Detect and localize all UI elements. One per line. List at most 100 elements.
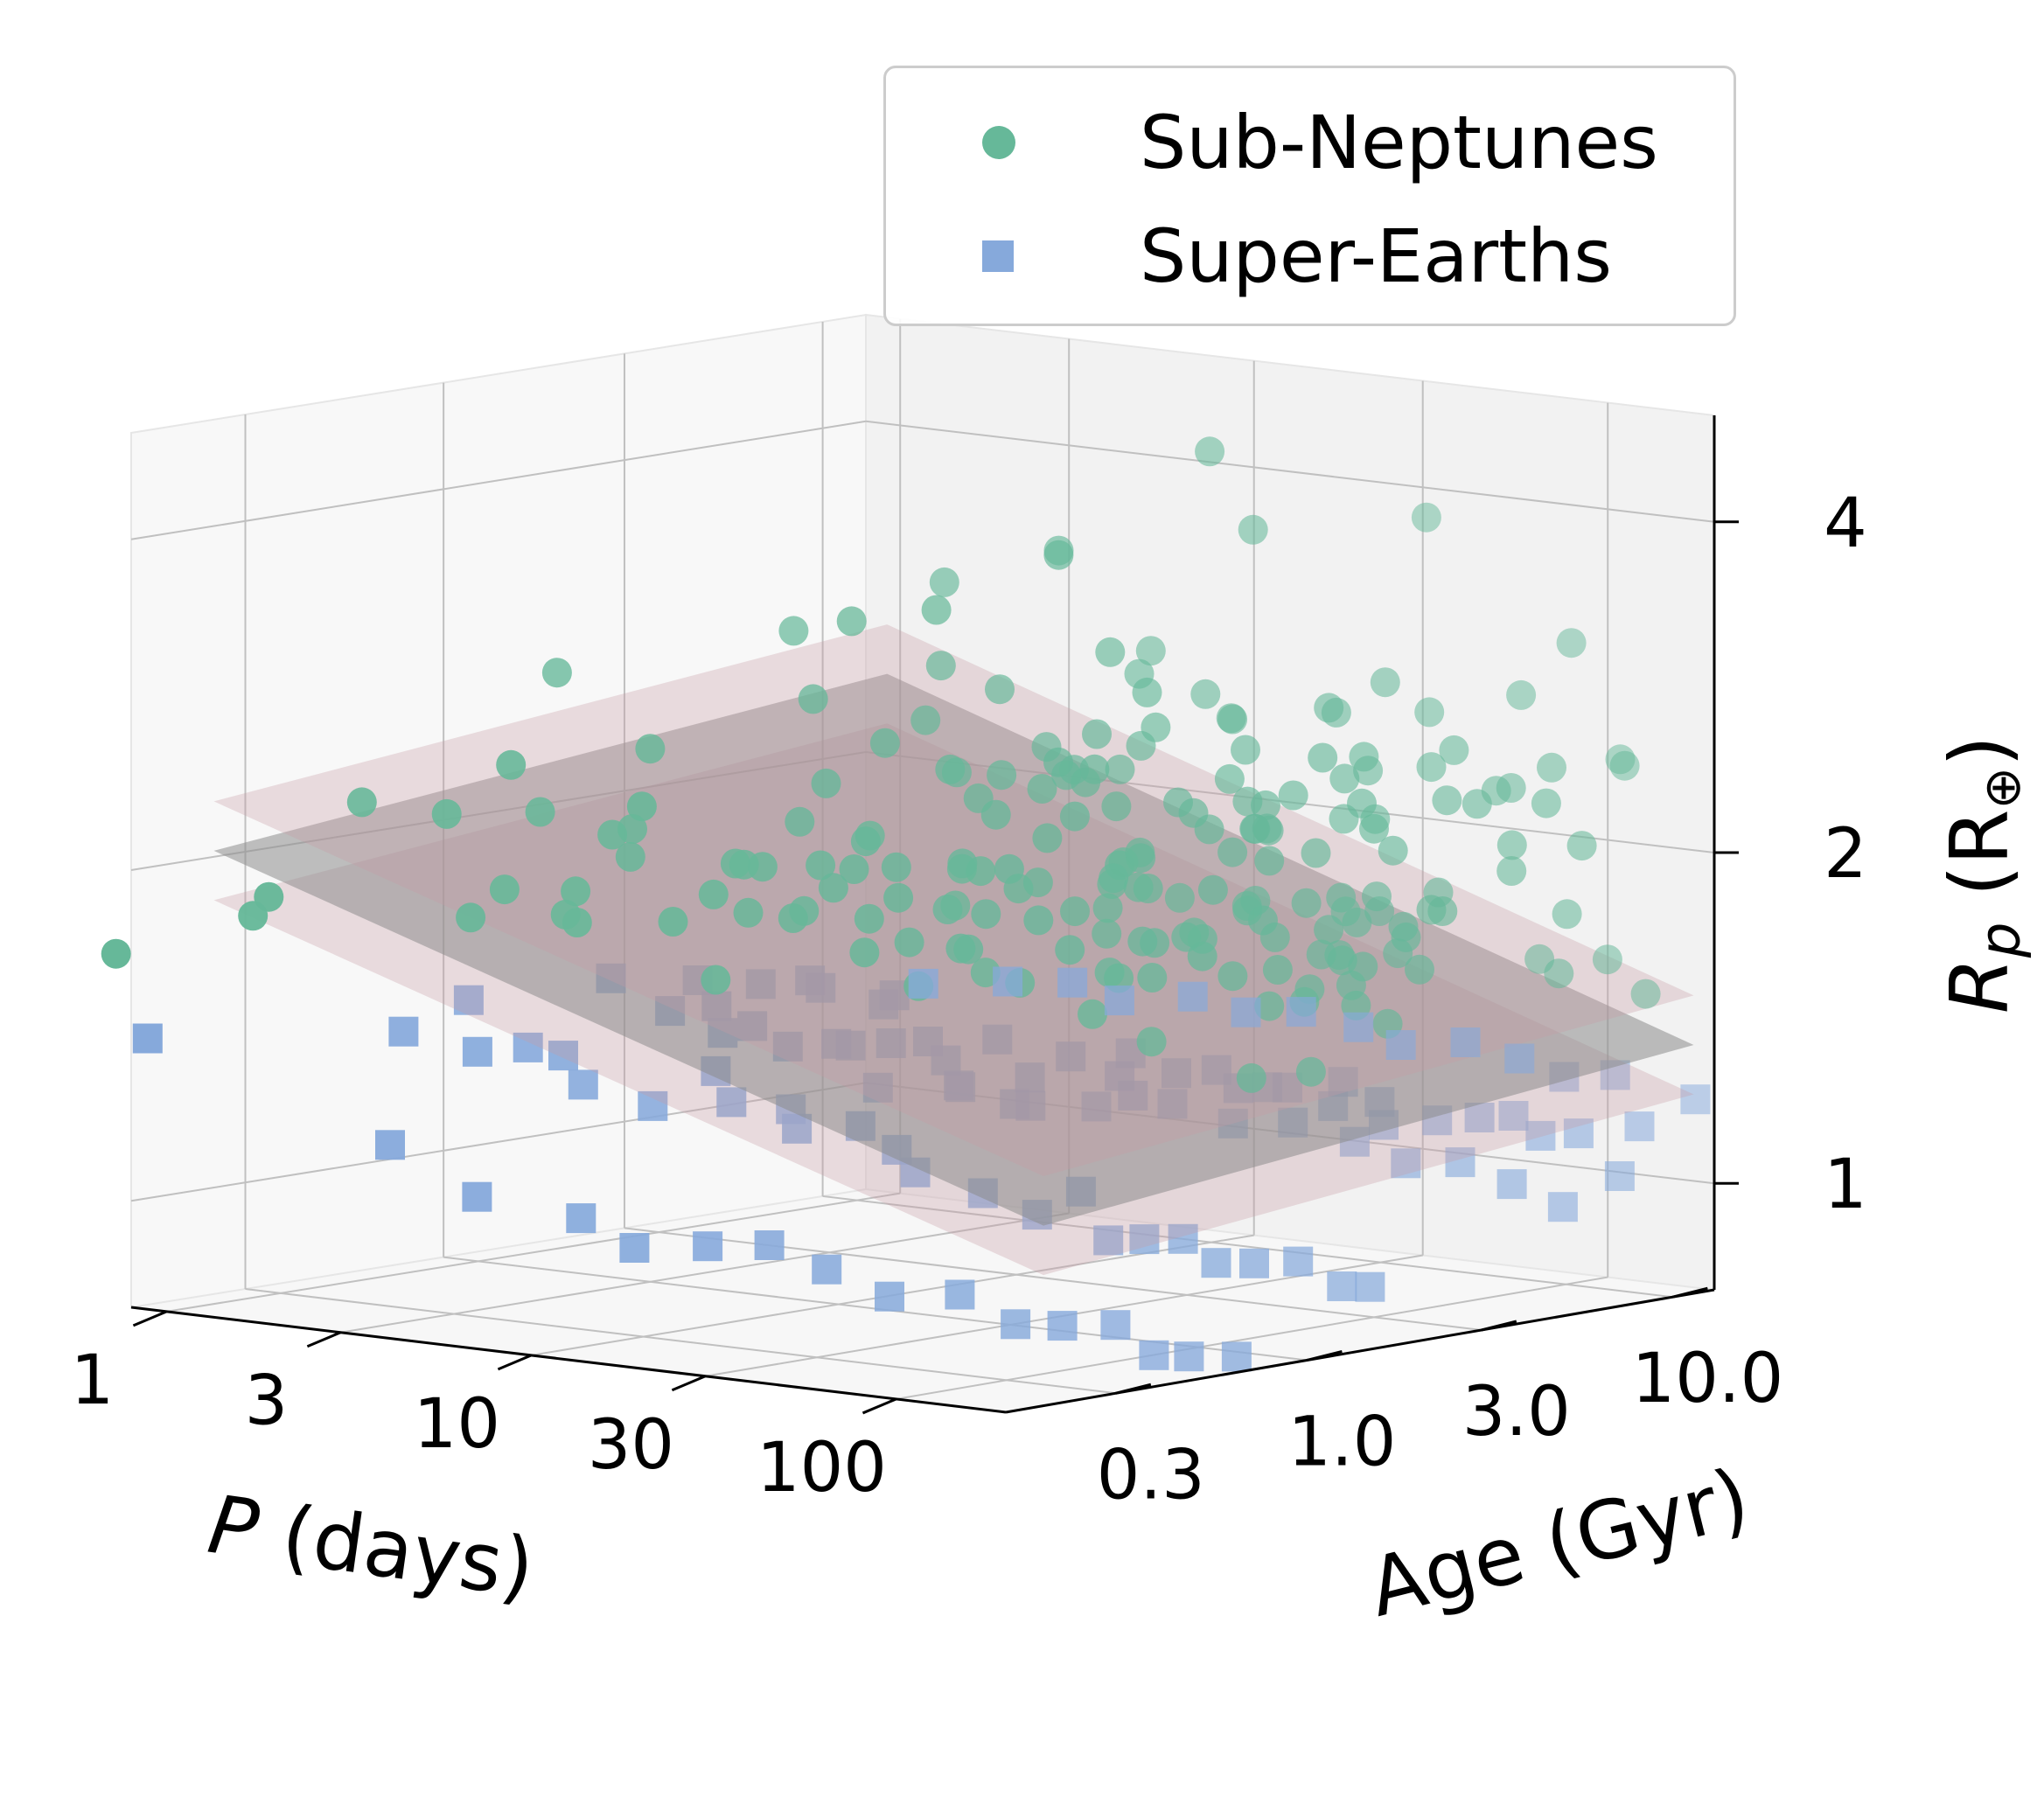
y-tick-mark (1307, 1350, 1343, 1362)
y-tick-label: 3.0 (1462, 1373, 1571, 1452)
sub-neptune-point (1031, 732, 1062, 763)
super-earth-point (1239, 1248, 1269, 1278)
sub-neptune-point (1592, 944, 1622, 975)
sub-neptune-point (869, 728, 900, 758)
x-tick-mark (132, 1310, 167, 1327)
sub-neptune-point (963, 783, 994, 813)
super-earth-point (1047, 1311, 1078, 1341)
sub-neptune-point (561, 876, 591, 907)
super-earth-point (462, 1036, 492, 1067)
sub-neptune-point (1496, 856, 1527, 886)
sub-neptune-point (941, 757, 972, 788)
sub-neptune-point (850, 826, 881, 857)
super-earth-point (513, 1032, 543, 1062)
sub-neptune-point (1496, 830, 1527, 860)
sub-neptune-point (1262, 955, 1293, 985)
sub-neptune-point (1124, 658, 1155, 689)
super-earth-point (1221, 1341, 1252, 1372)
super-earth-point (693, 1231, 723, 1262)
sub-neptune-point (953, 934, 984, 965)
z-axis-label-var: R (1933, 958, 2027, 1013)
sub-neptune-point (238, 901, 269, 931)
super-earth-point (875, 1281, 904, 1312)
z-axis-label: Rp (R⊕) (1933, 735, 2034, 1013)
sub-neptune-point (1023, 905, 1054, 936)
sub-neptune-point (496, 749, 527, 780)
sub-neptune-point (1194, 814, 1224, 845)
sub-neptune-point (1092, 893, 1123, 923)
super-earth-point (619, 1233, 650, 1263)
y-tick-mark (1481, 1320, 1517, 1332)
super-earth-point (1174, 1341, 1204, 1372)
sub-neptune-point (1295, 1056, 1326, 1087)
sub-neptune-point (1051, 760, 1082, 791)
sub-neptune-point (1370, 667, 1400, 698)
sub-neptune-point (1405, 954, 1434, 985)
sub-neptune-point (1217, 837, 1248, 867)
sub-neptune-point (1378, 835, 1408, 866)
sub-neptune-point (849, 937, 880, 968)
sub-neptune-point (1306, 939, 1336, 970)
sub-neptune-point (985, 674, 1015, 705)
sub-neptune-point (1105, 754, 1135, 784)
sub-neptune-point (1556, 628, 1587, 658)
legend: Sub-Neptunes Super-Earths (883, 66, 1736, 326)
sub-neptune-point (1364, 896, 1395, 926)
sub-neptune-point (541, 658, 572, 688)
sub-neptune-point (1439, 735, 1469, 765)
super-earth-point (1445, 1147, 1475, 1178)
y-axis-label: Age (Gyr) (1360, 1451, 1758, 1635)
sub-neptune-point (1137, 963, 1168, 993)
sub-neptune-point (1094, 958, 1125, 988)
sub-neptune-point (626, 791, 657, 822)
sub-neptune-point (1330, 896, 1361, 927)
sub-neptune-point (1216, 703, 1246, 734)
sub-neptune-point (1095, 637, 1126, 667)
sub-neptune-point (1314, 693, 1344, 723)
sub-neptune-point (701, 965, 731, 995)
sub-neptune-point (1294, 974, 1325, 1005)
legend-circle-icon (982, 126, 1015, 159)
super-earth-point (1100, 1310, 1131, 1341)
sub-neptune-point (1195, 436, 1225, 467)
super-earth-point (1624, 1111, 1655, 1142)
sub-neptune-point (1082, 719, 1112, 749)
sub-neptune-point (839, 854, 869, 884)
grid-line-z-back (865, 420, 1715, 523)
sub-neptune-point (1099, 863, 1129, 894)
sub-neptune-point (778, 616, 809, 646)
sub-neptune-point (1123, 872, 1154, 902)
sub-neptune-point (854, 903, 884, 934)
super-earth-point (1129, 1224, 1160, 1255)
sub-neptune-point (1179, 917, 1210, 948)
sub-neptune-point (925, 651, 956, 681)
super-earth-point (1057, 967, 1088, 998)
grid-line-x-floor (896, 1276, 1608, 1400)
sub-neptune-point (1232, 786, 1263, 817)
sub-neptune-point (1190, 679, 1221, 709)
super-earth-point (754, 1230, 785, 1260)
sub-neptune-point (729, 849, 759, 880)
x-axis-label: P (days) (203, 1478, 540, 1616)
sub-neptune-point (1254, 991, 1285, 1021)
super-earth-point (1231, 997, 1261, 1027)
x-axis-line (130, 1306, 1007, 1414)
y-tick-label: 1.0 (1287, 1403, 1396, 1482)
super-earth-point (716, 1087, 747, 1118)
sub-neptune-point (1032, 823, 1063, 853)
data-points (101, 436, 1711, 1372)
sub-neptune-point (1135, 636, 1166, 666)
super-earth-point (388, 1016, 419, 1047)
x-tick-mark (306, 1331, 341, 1348)
sub-neptune-point (1240, 813, 1271, 844)
sub-neptune-point (615, 841, 645, 872)
x-tick-mark (862, 1397, 897, 1415)
sub-neptune-point (910, 705, 941, 735)
sub-neptune-point (1126, 730, 1156, 761)
sub-neptune-point (1022, 867, 1053, 898)
legend-label-super-earths: Super-Earths (1140, 213, 1613, 299)
super-earth-point (453, 985, 484, 1015)
sub-neptune-point (1461, 789, 1492, 819)
sub-neptune-point (836, 606, 867, 637)
